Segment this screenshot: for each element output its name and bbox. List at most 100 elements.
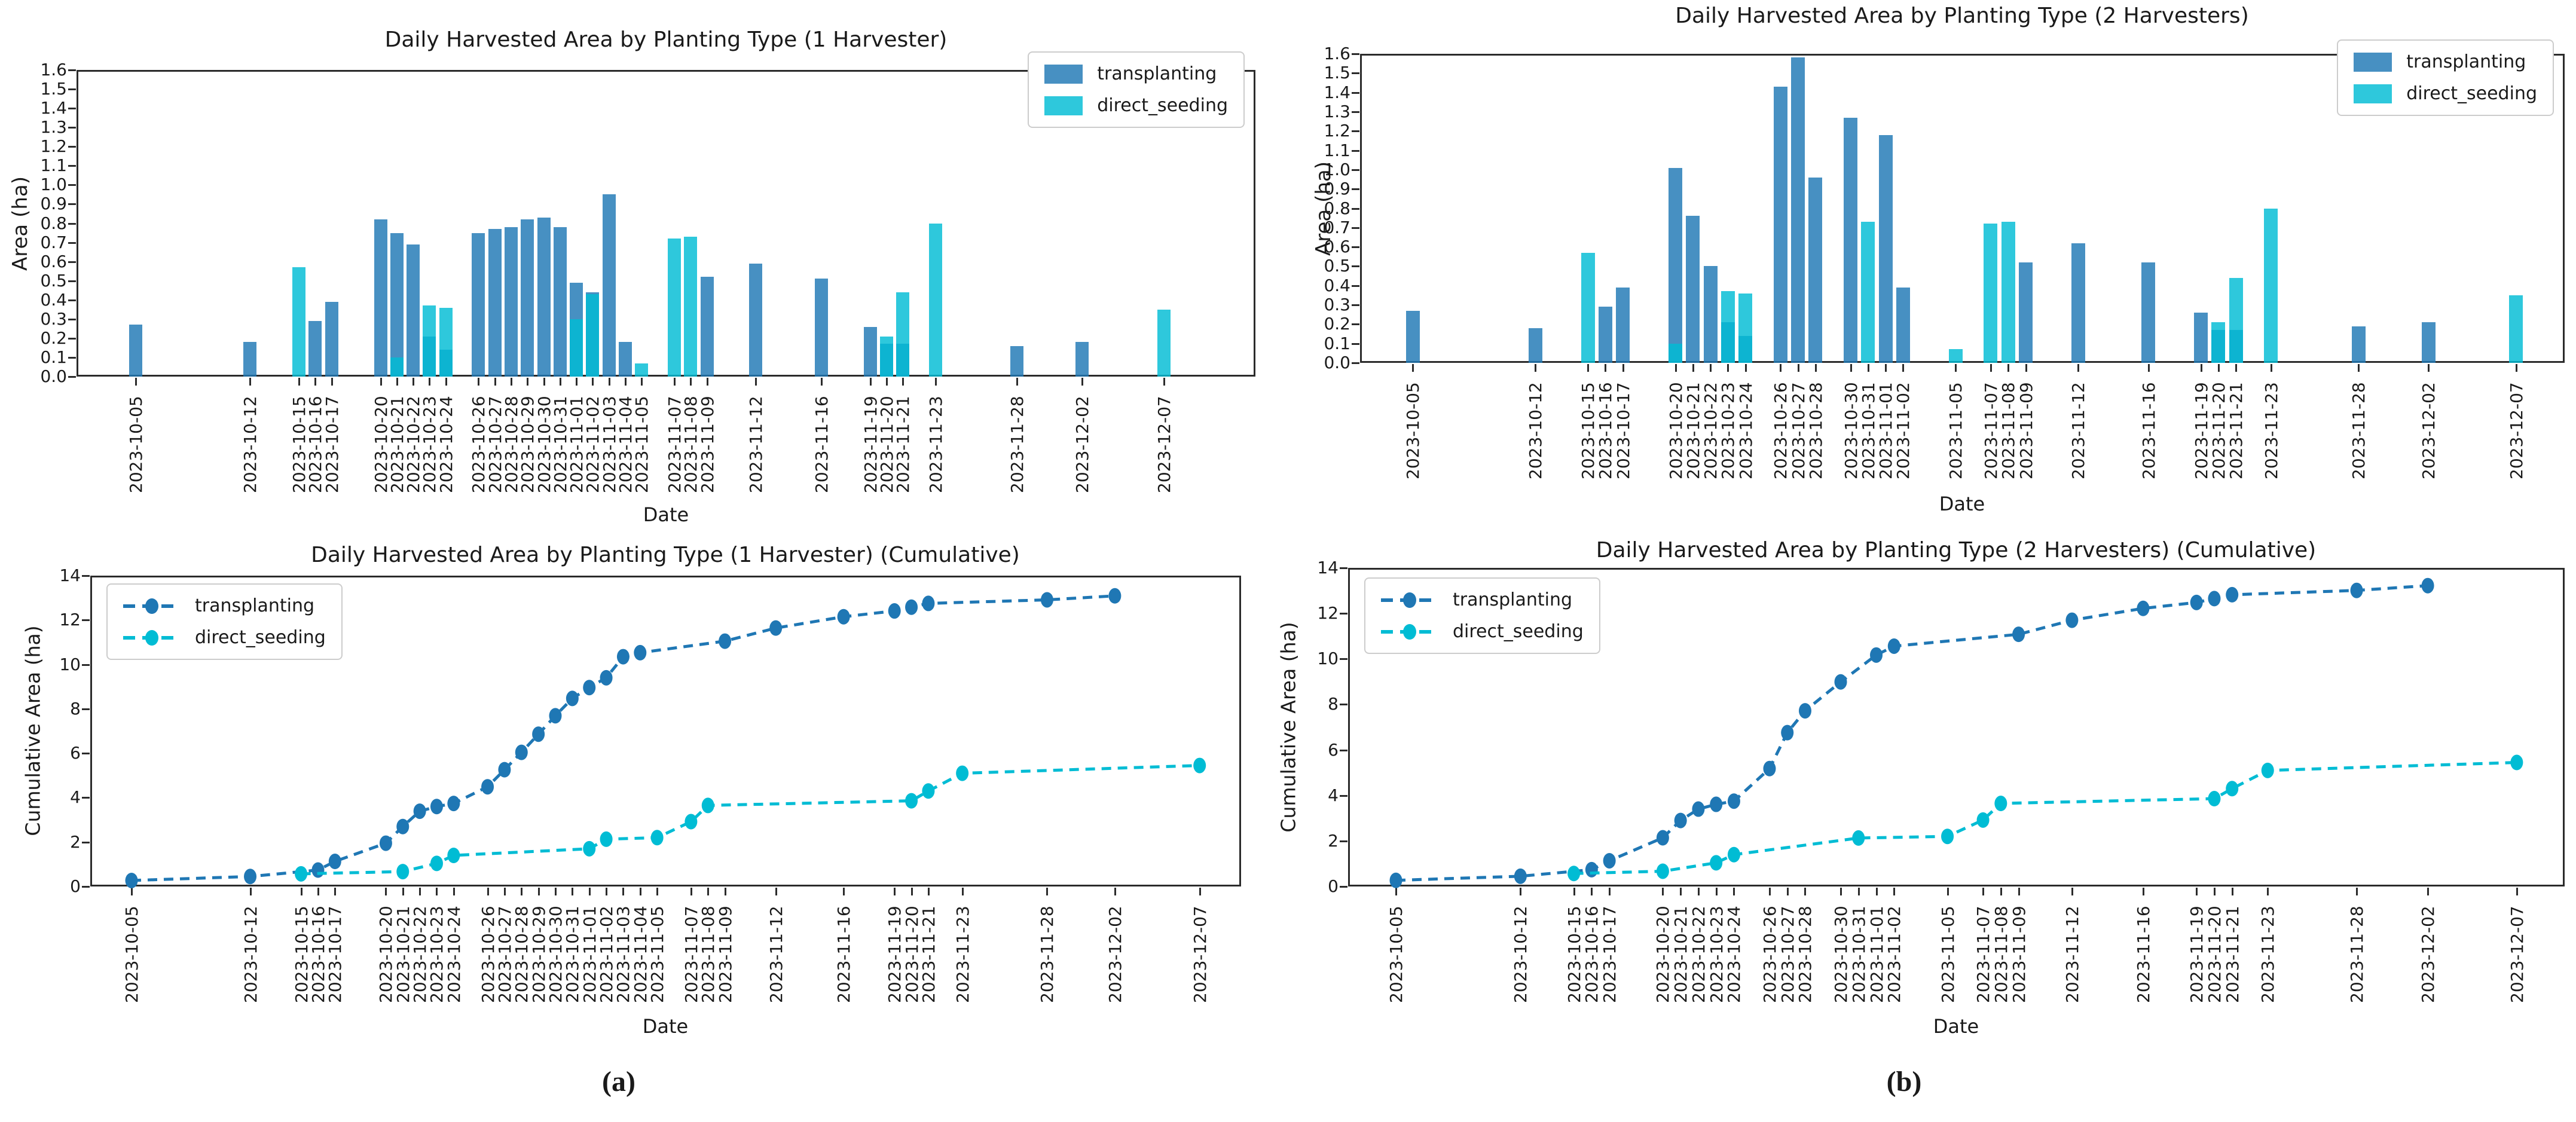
x-tick-mark	[1680, 888, 1682, 895]
x-tick-label: 2023-11-16	[2133, 906, 2153, 1003]
chart-title-daily-2h: Daily Harvested Area by Planting Type (2…	[1675, 4, 2249, 28]
bar-direct_seeding-2023-11-07	[1984, 224, 1997, 363]
x-tick-mark	[775, 888, 777, 895]
bar-transplanting-2023-11-02	[1896, 287, 1910, 363]
x-tick-mark	[1946, 888, 1949, 895]
bar-transplanting-2023-11-12	[2071, 243, 2085, 363]
y-tick-mark	[82, 708, 90, 710]
y-tick-label: 0.0	[1324, 353, 1350, 372]
x-tick-mark	[1199, 888, 1201, 895]
x-tick-label: 2023-11-19	[2187, 906, 2207, 1003]
y-tick-mark	[1340, 886, 1347, 888]
x-tick-mark	[396, 378, 398, 386]
bar-transplanting-2023-11-04	[619, 342, 632, 377]
x-tick-mark	[572, 888, 574, 895]
y-tick-label: 1.6	[40, 60, 67, 80]
x-tick-label: 2023-12-07	[2506, 382, 2526, 479]
y-tick-label: 6	[70, 743, 81, 763]
bar-transplanting-2023-11-03	[603, 194, 616, 377]
y-tick-label: 0.3	[40, 308, 67, 329]
marker-direct_seeding	[685, 814, 698, 830]
x-tick-label: 2023-10-22	[1688, 906, 1709, 1003]
y-tick-label: 6	[1328, 739, 1339, 760]
bar-transplanting-2023-10-22	[407, 244, 420, 377]
legend-label-direct_seeding: direct_seeding	[2406, 83, 2537, 104]
y-tick-mark	[68, 165, 76, 167]
x-tick-mark	[300, 888, 302, 895]
marker-direct_seeding	[430, 855, 443, 872]
x-tick-mark	[494, 378, 496, 386]
x-tick-label: 2023-11-05	[1946, 382, 1966, 479]
x-tick-label: 2023-10-20	[1666, 382, 1686, 479]
x-tick-mark	[588, 888, 591, 895]
x-tick-label: 2023-11-23	[2261, 382, 2281, 479]
y-tick-label: 0.6	[1324, 237, 1350, 257]
y-tick-label: 1.3	[1324, 101, 1350, 121]
y-tick-label: 14	[1317, 558, 1339, 577]
marker-direct_seeding	[701, 797, 714, 814]
bar-direct_seeding-2023-10-21	[390, 357, 404, 377]
x-tick-mark	[1744, 364, 1747, 372]
x-tick-mark	[902, 378, 904, 386]
marker-transplanting	[549, 708, 562, 724]
x-tick-label: 2023-11-07	[1981, 382, 2001, 479]
marker-direct_seeding	[1994, 796, 2007, 812]
y-tick-mark	[1352, 323, 1359, 326]
y-tick-mark	[68, 241, 76, 244]
x-tick-label: 2023-10-17	[1600, 906, 1620, 1003]
marker-transplanting	[1692, 801, 1705, 817]
marker-direct_seeding	[905, 793, 918, 809]
x-tick-label: 2023-11-02	[1893, 382, 1914, 479]
x-tick-label: 2023-10-27	[1777, 906, 1798, 1003]
y-tick-mark	[68, 127, 76, 129]
x-tick-mark	[1697, 888, 1700, 895]
x-tick-mark	[1710, 364, 1712, 372]
x-tick-mark	[412, 378, 415, 386]
bar-transplanting-2023-10-16	[308, 321, 322, 377]
x-tick-label: 2023-10-24	[436, 396, 456, 493]
x-tick-label: 2023-11-28	[1007, 396, 1028, 493]
y-tick-mark	[82, 753, 90, 755]
marker-direct_seeding	[922, 783, 935, 799]
bar-direct_seeding-2023-11-05	[635, 363, 648, 377]
x-tick-mark	[2270, 364, 2272, 372]
marker-direct_seeding	[583, 840, 596, 857]
bar-transplanting-2023-12-02	[2422, 322, 2436, 363]
x-tick-label: 2023-11-12	[2068, 382, 2089, 479]
y-tick-label: 2	[70, 831, 81, 852]
legend-row: direct_seeding	[2354, 83, 2537, 104]
x-tick-mark	[1395, 888, 1397, 895]
marker-transplanting	[2350, 582, 2363, 598]
bar-direct_seeding-2023-10-15	[292, 267, 305, 377]
x-tick-mark	[314, 378, 317, 386]
x-tick-label: 2023-12-07	[1154, 396, 1174, 493]
x-tick-label: 2023-11-23	[2258, 906, 2278, 1003]
marker-transplanting	[2012, 626, 2025, 643]
x-tick-mark	[429, 378, 431, 386]
x-tick-label: 2023-11-09	[715, 906, 735, 1003]
x-tick-label: 2023-11-08	[1999, 382, 2019, 479]
y-tick-label: 0.9	[1324, 179, 1350, 199]
x-tick-mark	[673, 378, 676, 386]
y-tick-mark	[68, 184, 76, 187]
y-tick-mark	[1352, 91, 1359, 94]
x-tick-mark	[910, 888, 913, 895]
x-tick-label: 2023-10-05	[122, 906, 142, 1003]
marker-direct_seeding	[1941, 828, 1954, 845]
bar-transplanting-2023-10-30	[537, 217, 551, 377]
marker-transplanting	[600, 669, 613, 686]
y-tick-mark	[68, 299, 76, 301]
marker-transplanting	[481, 779, 494, 795]
x-tick-label: 2023-10-12	[240, 906, 261, 1003]
y-tick-label: 0.0	[40, 366, 67, 386]
x-tick-label: 2023-11-12	[766, 906, 786, 1003]
y-tick-label: 2	[1328, 830, 1339, 851]
bar-transplanting-2023-10-31	[554, 227, 567, 377]
x-tick-label: 2023-12-02	[1072, 396, 1093, 493]
x-tick-label: 2023-10-30	[1841, 382, 1861, 479]
bar-transplanting-2023-11-16	[2141, 262, 2155, 363]
y-tick-mark	[1352, 304, 1359, 307]
y-axis-label-cumulative-1h: Cumulative Area (ha)	[21, 625, 45, 836]
marker-transplanting	[1727, 793, 1740, 809]
x-tick-mark	[1990, 364, 1992, 372]
